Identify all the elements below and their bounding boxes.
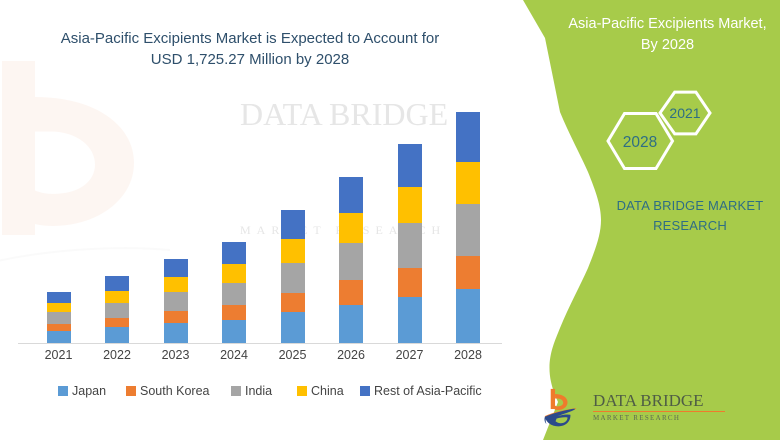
svg-text:2028: 2028 bbox=[623, 134, 657, 151]
svg-text:2021: 2021 bbox=[669, 105, 700, 121]
